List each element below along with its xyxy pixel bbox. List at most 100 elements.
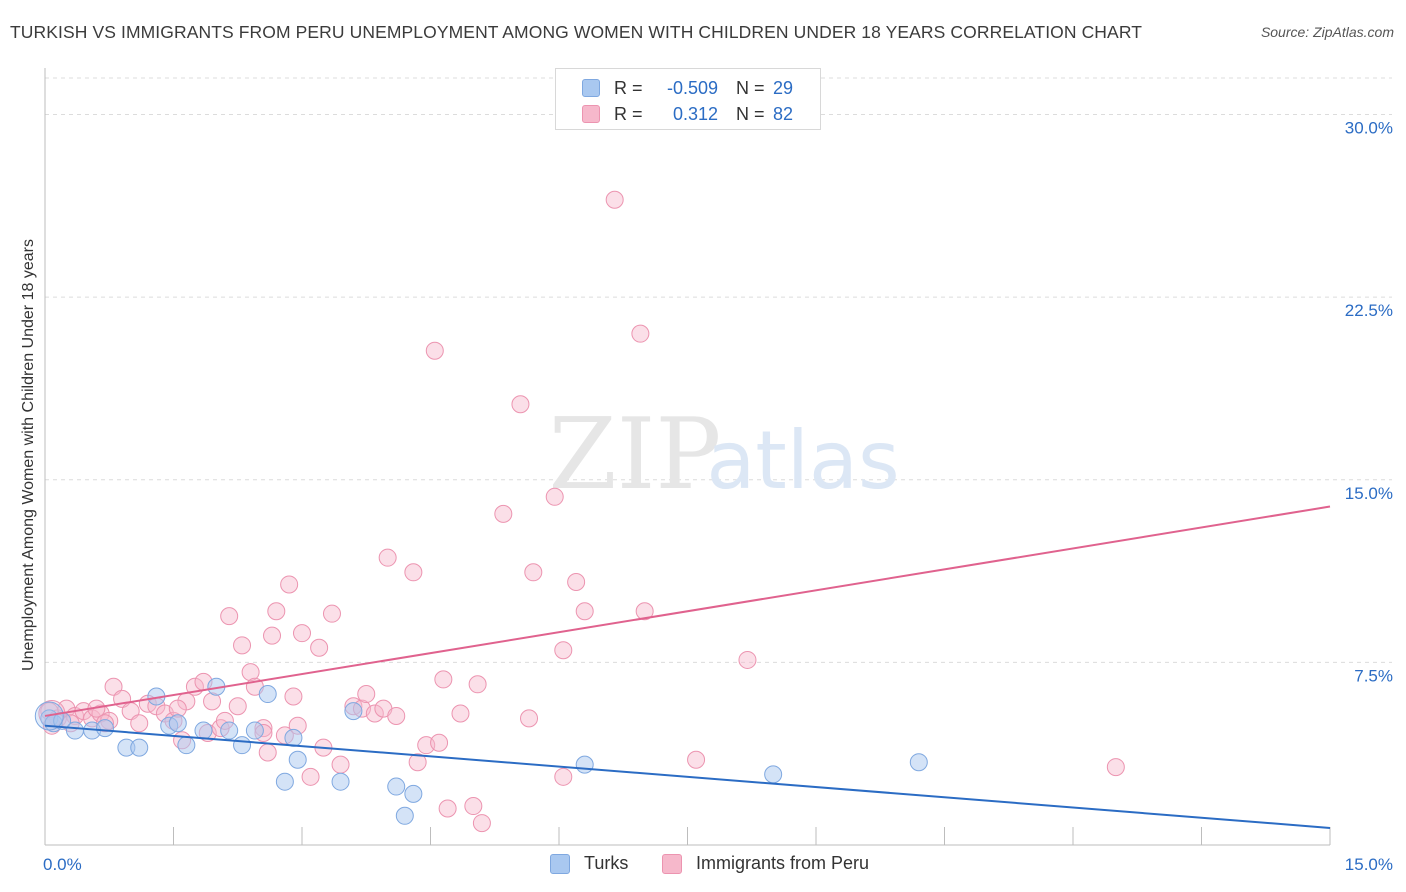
peru-point [258, 743, 277, 762]
tick-labels: 7.5% 15.0% 22.5% 30.0% 0.0% 15.0% [43, 119, 1393, 874]
peru-legend-swatch [662, 854, 682, 874]
peru-point [451, 704, 470, 723]
turks-point [344, 702, 363, 721]
peru-point [520, 709, 539, 728]
turks-point [177, 736, 196, 755]
peru-point [267, 602, 286, 621]
peru-point [233, 636, 252, 655]
peru-point [284, 687, 303, 706]
grid-lines [45, 77, 1392, 663]
peru-point [494, 504, 513, 523]
peru-trend-line [44, 505, 1331, 717]
turks-point [395, 806, 414, 825]
watermark-zip: ZIP [549, 398, 722, 512]
turks-legend-label: Turks [584, 853, 629, 873]
peru-point [404, 563, 423, 582]
peru-point [1106, 758, 1125, 777]
peru-point [605, 190, 624, 209]
peru-point [130, 714, 149, 733]
peru-point [567, 573, 586, 592]
y-tick-label: 30.0% [1345, 119, 1393, 138]
y-tick-label: 7.5% [1354, 666, 1393, 685]
peru-point [472, 814, 491, 833]
turks-point [233, 736, 252, 755]
turks-point-series [34, 677, 928, 825]
turks-point [65, 721, 84, 740]
peru-point [468, 675, 487, 694]
peru-point [434, 670, 453, 689]
peru-n-value: 82 [773, 104, 794, 124]
turks-point [220, 721, 239, 740]
peru-point [387, 706, 406, 725]
peru-point [554, 641, 573, 660]
r-label: R = [614, 104, 643, 124]
turks-r-value: -0.509 [666, 78, 718, 98]
peru-point [511, 395, 530, 414]
turks-trend-line [44, 724, 1331, 829]
r-label: R = [614, 78, 643, 98]
peru-point [104, 677, 123, 696]
watermark-atlas: atlas [706, 414, 899, 507]
peru-point [322, 604, 341, 623]
turks-point [331, 772, 350, 791]
peru-point [357, 685, 376, 704]
peru-point [545, 487, 564, 506]
peru-legend-label: Immigrants from Peru [696, 853, 870, 873]
peru-point [378, 548, 397, 567]
peru-point [263, 626, 282, 645]
source-credit: Source: ZipAtlas.com [1260, 24, 1394, 40]
watermark: ZIP atlas [549, 398, 900, 512]
peru-point [293, 624, 311, 643]
chart-title: TURKISH VS IMMIGRANTS FROM PERU UNEMPLOY… [10, 22, 1143, 42]
peru-point [301, 767, 320, 786]
peru-point [220, 607, 239, 626]
peru-point [228, 697, 247, 716]
peru-point [280, 575, 299, 594]
peru-point [524, 563, 543, 582]
turks-point [575, 755, 594, 774]
n-label: N = [736, 78, 765, 98]
peru-point [687, 750, 706, 769]
peru-point [631, 324, 650, 343]
x-tick-label-end: 15.0% [1345, 855, 1393, 874]
turks-point [404, 784, 423, 803]
peru-point [241, 663, 260, 682]
turks-point [909, 753, 928, 772]
y-tick-label: 22.5% [1345, 301, 1393, 320]
turks-point [275, 772, 294, 791]
turks-point [288, 750, 307, 769]
trend-lines [44, 505, 1331, 829]
peru-point [425, 341, 444, 360]
turks-swatch [582, 79, 600, 97]
peru-point [408, 753, 427, 772]
peru-swatch [582, 105, 600, 123]
turks-legend-swatch [550, 854, 570, 874]
correlation-legend: R = -0.509 N = 29 R = 0.312 N = 82 [555, 68, 821, 130]
turks-point [258, 685, 277, 704]
y-tick-label: 15.0% [1345, 484, 1393, 503]
turks-point [284, 728, 303, 747]
peru-point [738, 650, 757, 669]
peru-r-value: 0.312 [672, 104, 718, 124]
turks-point [130, 738, 149, 757]
legend-row-peru: R = 0.312 N = 82 [556, 101, 820, 127]
peru-point [331, 755, 350, 774]
peru-point [430, 733, 449, 752]
peru-point [554, 767, 573, 786]
peru-point [438, 799, 457, 818]
turks-point [194, 721, 213, 740]
peru-point [365, 704, 384, 723]
turks-n-value: 29 [773, 78, 794, 98]
turks-point [168, 714, 187, 733]
peru-point [575, 602, 594, 621]
peru-point [464, 797, 483, 816]
x-tick-label-start: 0.0% [43, 855, 82, 874]
turks-point [387, 777, 406, 796]
peru-point [310, 638, 329, 657]
turks-point [95, 719, 114, 738]
n-label: N = [736, 104, 765, 124]
legend-row-turks: R = -0.509 N = 29 [556, 75, 820, 101]
turks-point [764, 765, 783, 784]
turks-point [245, 721, 264, 740]
